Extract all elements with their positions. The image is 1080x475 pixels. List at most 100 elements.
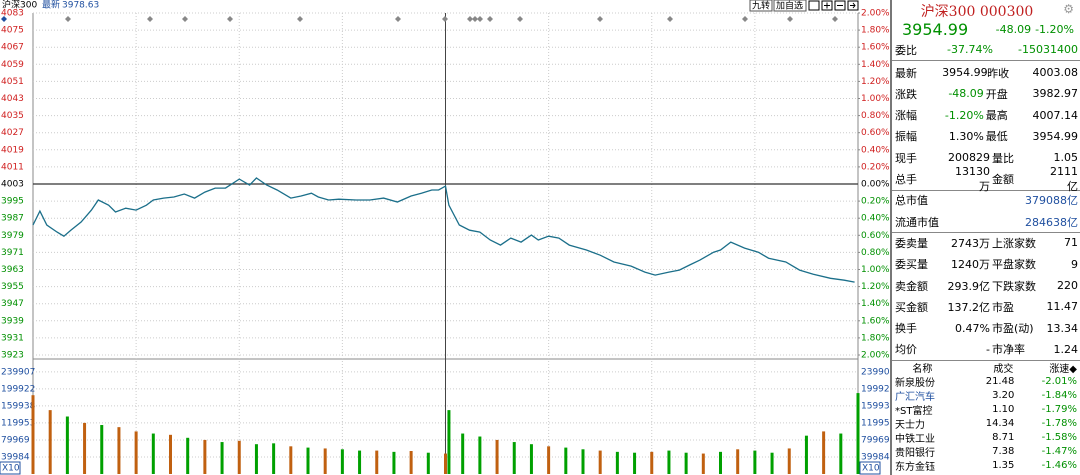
quote-value: 2743万 [951, 236, 990, 250]
quote-label: 卖金额 [895, 279, 928, 293]
quote-label: 市盈(动) [992, 322, 1034, 336]
volume-bar [340, 449, 344, 474]
volume-bar [100, 425, 104, 474]
volume-bar [134, 431, 138, 474]
volume-button-label[interactable]: X10 [862, 464, 880, 474]
list-row: 新泉股份 21.48 -2.01% [892, 374, 1080, 389]
list-cell: 广汇汽车 [895, 391, 935, 403]
y-tick-label: 4019 [1, 145, 24, 155]
toolbar-button[interactable]: 加自选 [776, 0, 803, 12]
quote-value: 1.24 [1053, 342, 1079, 356]
event-marker [297, 16, 303, 22]
list-cell: 8.71 [992, 431, 1015, 443]
volume-button-label[interactable]: X10 [2, 464, 20, 474]
volume-button[interactable] [859, 461, 881, 475]
list-row: 天士力 14.34 -1.78% [892, 416, 1080, 431]
weibi-label: 委比 [895, 43, 917, 57]
event-marker [742, 16, 748, 22]
quote-value: 2111亿 [1050, 164, 1078, 193]
quote-value: 4007.14 [1032, 108, 1079, 122]
y-tick-label: 4075 [1, 26, 24, 36]
button-frame[interactable] [749, 0, 773, 12]
volume-bar [581, 449, 585, 474]
list-header: 名称 成交 涨速◆ [892, 360, 1080, 375]
y-tick-label: 3931 [1, 333, 24, 343]
button-frame[interactable] [773, 0, 807, 12]
volume-bar [667, 450, 671, 474]
quote-title: 沪深300 000300 [920, 4, 1034, 20]
volume-bar [237, 440, 241, 474]
quote-label: 昨收 [987, 66, 1010, 80]
y2-tick-label: 0.40% [861, 214, 890, 224]
volume-bar [186, 437, 190, 474]
quote-label: 总手 [895, 173, 917, 186]
y-tick-label: 4003 [1, 180, 24, 190]
volume-bar [529, 444, 533, 474]
volume-bar [444, 453, 447, 474]
quote-value: 13130万 [955, 164, 990, 193]
toolbar-button[interactable]: 九转 [752, 0, 770, 12]
event-marker [517, 16, 523, 22]
list-cell: 中铁工业 [895, 433, 935, 445]
y2-tick-label: 0.60% [861, 231, 890, 241]
toolbar-icons[interactable] [808, 0, 859, 11]
volume-bar [598, 450, 602, 474]
y-tick-label: 4035 [1, 111, 24, 121]
list-cell: 1.10 [992, 403, 1015, 415]
list-cell: -2.01% [1041, 375, 1078, 387]
y2-tick-label: 2.00% [861, 9, 890, 19]
quote-row: 均价 - 市净率 1.24 [892, 339, 1080, 361]
y2-tick-label: 1.80% [861, 333, 890, 343]
quote-value: - [986, 342, 990, 356]
volume-bar [478, 436, 482, 474]
event-marker [467, 16, 473, 22]
quote-value: 293.9亿 [947, 279, 991, 293]
quote-label: 最新 [895, 66, 917, 80]
weibi-diff: -15031400 [1018, 43, 1078, 56]
quote-value: 200829 [948, 151, 990, 165]
y2-tick-label: 1.00% [861, 265, 890, 275]
event-marker [487, 16, 493, 22]
y-tick-label: 4059 [1, 60, 24, 70]
volume-bar [306, 447, 310, 474]
list-cell: *ST富控 [895, 405, 933, 417]
y-tick-label: 3923 [1, 351, 24, 361]
y-tick-label: 3971 [1, 248, 24, 258]
volume-bar [615, 451, 619, 474]
volume-button[interactable] [0, 461, 21, 475]
list-cell: -1.79% [1041, 403, 1078, 415]
y-tick-label: 3955 [1, 282, 24, 292]
quote-value: 1.05 [1053, 151, 1079, 165]
list-row: 中铁工业 8.71 -1.58% [892, 430, 1080, 445]
quote-value: 1.30% [948, 129, 984, 143]
quote-value: 220 [1057, 279, 1078, 292]
quote-value: 3954.99 [1032, 129, 1079, 143]
quote-label: 换手 [895, 322, 917, 336]
volume-tick-label: 39984 [1, 452, 30, 462]
quote-value: 9 [1071, 257, 1078, 271]
y2-tick-label: 0.00% [861, 180, 890, 190]
settings-icon: ⚙ [1063, 2, 1074, 16]
y2-tick-label: 1.00% [861, 94, 890, 104]
volume-bar [323, 448, 327, 474]
volume-bar [787, 448, 791, 474]
quote-value: 0.47% [955, 321, 990, 335]
volume-bar [289, 446, 293, 474]
y2-tick-label: 0.80% [861, 111, 890, 121]
quote-label: 总市值 [895, 194, 928, 208]
quote-label: 市净率 [992, 343, 1025, 357]
event-marker [65, 16, 71, 22]
quote-label: 最低 [985, 130, 1008, 144]
y2-tick-label: 1.40% [861, 60, 890, 70]
volume-tick-label: 119953 [861, 418, 890, 428]
volume-bar [547, 446, 551, 474]
y2-tick-label: 1.80% [861, 26, 890, 36]
quote-row: 卖金额 293.9亿 下跌家数 220 [892, 275, 1080, 296]
event-marker [182, 16, 188, 22]
volume-tick-label: 119953 [1, 418, 35, 428]
volume-bar [753, 450, 757, 474]
quote-value: 3982.97 [1032, 87, 1079, 101]
quote-value: 11.47 [1046, 300, 1079, 314]
price-line [32, 177, 855, 283]
